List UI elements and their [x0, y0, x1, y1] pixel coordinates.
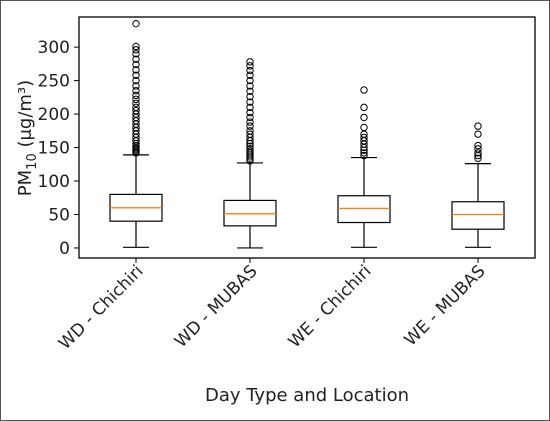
outlier-point [474, 149, 482, 157]
y-axis-ticks: 0 50 100 150 200 250 300 [38, 38, 79, 259]
outlier-point [246, 142, 254, 150]
box-3 [337, 86, 391, 248]
outlier-point [132, 66, 140, 74]
iqr-box [451, 201, 505, 230]
plot-area [78, 16, 536, 259]
outlier-point [132, 60, 140, 69]
outlier-point [246, 92, 254, 101]
outlier-point [246, 87, 254, 96]
outlier-point [246, 66, 254, 75]
y-tick-label: 100 [38, 172, 70, 192]
outlier-point [246, 62, 254, 70]
outlier-point [132, 141, 140, 150]
outlier-point [360, 133, 368, 142]
iqr-box [223, 199, 277, 227]
outlier-point [246, 122, 254, 130]
outlier-point [360, 113, 368, 122]
outlier-point [360, 149, 368, 157]
outlier-point [246, 98, 254, 106]
outlier-point [132, 99, 140, 108]
outlier-point [132, 50, 140, 58]
iqr-box [337, 195, 391, 224]
outlier-point [132, 103, 140, 112]
y-tick-label: 150 [38, 139, 70, 159]
outlier-point [246, 71, 254, 79]
outlier-point [132, 107, 140, 115]
x-tick-label: WE - Chichiri [285, 261, 376, 352]
outlier-point [246, 127, 254, 135]
outlier-point [360, 103, 368, 112]
outlier-point [132, 19, 140, 28]
outlier-point [474, 141, 482, 150]
y-tick-label: 200 [38, 105, 70, 125]
outlier-point [246, 147, 254, 155]
outlier-point [246, 118, 254, 126]
y-tick-label: 0 [59, 239, 70, 259]
outlier-point [132, 86, 140, 95]
y-axis-title-subscript: 10 [25, 153, 40, 170]
outlier-point [132, 46, 140, 54]
box-1 [109, 19, 163, 248]
outlier-point [360, 151, 368, 160]
x-axis-title: Day Type and Location [205, 385, 409, 406]
x-axis-ticks: WD - Chichiri WD - MUBAS WE - Chichiri WE -… [55, 258, 490, 354]
x-tick-label: WE - MUBAS [401, 261, 490, 350]
y-axis-title: PM10 (μg/m³) [15, 80, 40, 196]
outlier-point [132, 95, 140, 104]
outlier-point [474, 122, 482, 130]
outlier-point [246, 103, 254, 112]
box-4 [451, 122, 505, 248]
y-axis-title-units: (μg/m³) [15, 80, 36, 153]
outlier-point [132, 71, 140, 79]
box-group [109, 19, 505, 249]
y-tick-label: 50 [48, 205, 70, 225]
outlier-point [246, 145, 254, 153]
box-2 [223, 58, 277, 249]
outlier-point [132, 55, 140, 63]
outlier-point [360, 123, 368, 132]
outlier-point [132, 42, 140, 51]
x-tick-label: WD - MUBAS [171, 261, 262, 352]
outlier-point [132, 91, 140, 100]
outlier-point [360, 86, 368, 94]
outlier-point [246, 58, 254, 66]
outlier-point [474, 145, 482, 153]
outlier-point [246, 76, 254, 85]
outlier-point [246, 82, 254, 90]
outlier-point [246, 109, 254, 117]
outlier-point [132, 76, 140, 85]
y-axis-title-base: PM [15, 170, 36, 196]
y-tick-label: 250 [38, 72, 70, 92]
outlier-point [246, 113, 254, 122]
x-tick-label: WD - Chichiri [55, 261, 147, 353]
outlier-point [132, 82, 140, 90]
y-tick-label: 300 [38, 38, 70, 58]
outlier-point [246, 130, 254, 138]
outlier-point [474, 154, 482, 162]
outlier-point [474, 130, 482, 138]
